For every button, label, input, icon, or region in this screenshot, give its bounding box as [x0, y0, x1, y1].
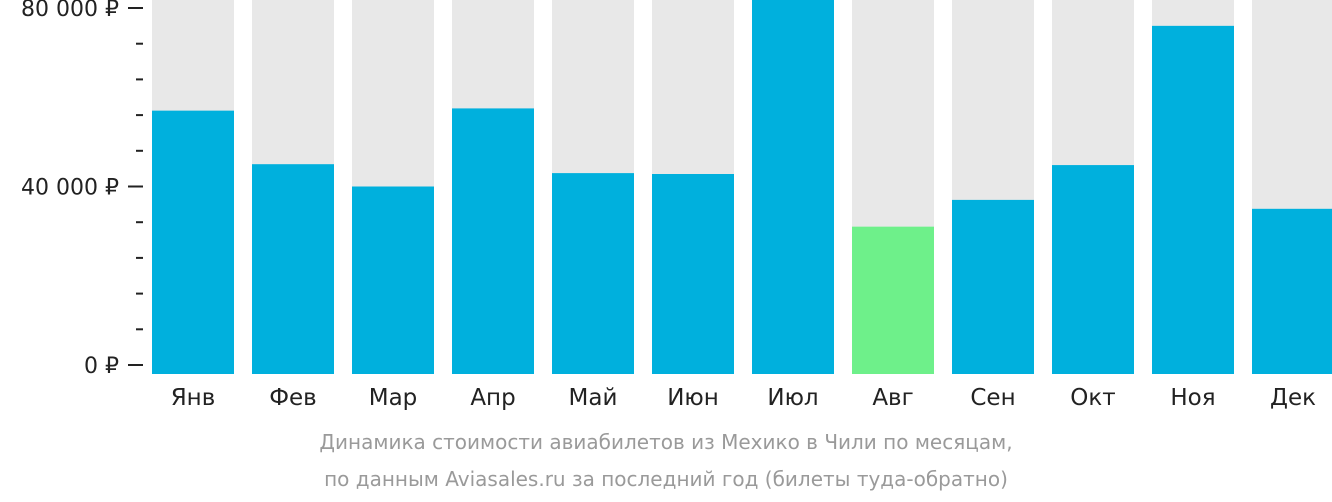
x-tick-label: Авг [872, 385, 913, 411]
bars [152, 0, 1332, 374]
bar-1 [152, 110, 234, 374]
bar-10 [1052, 165, 1134, 374]
bar-12 [1252, 208, 1332, 374]
bar-7 [752, 0, 834, 374]
bar-9 [952, 199, 1034, 374]
price-bar-chart: 0 ₽ 40 000 ₽ 80 000 ₽ Янв Фев Мар Апр Май Июн Ию… [21, 0, 1332, 411]
x-tick-label: Ноя [1170, 385, 1215, 411]
x-tick-label: Май [569, 385, 618, 411]
bar-5 [552, 173, 634, 374]
bar-4 [452, 108, 534, 374]
x-tick-label: Янв [171, 385, 216, 411]
chart-title: Динамика стоимости авиабилетов из Мехико… [319, 430, 1013, 454]
x-tick-label: Окт [1070, 385, 1115, 411]
x-tick-label: Июл [767, 385, 818, 411]
bar-3 [352, 186, 434, 374]
x-tick-label: Апр [470, 385, 515, 411]
y-tick-label: 0 ₽ [84, 354, 119, 379]
bar-11 [1152, 25, 1234, 374]
x-tick-label: Фев [269, 385, 317, 411]
x-axis: Янв Фев Мар Апр Май Июн Июл Авг Сен Окт Ноя Дек [171, 385, 1316, 411]
chart-subtitle: по данным Aviasales.ru за последний год … [324, 467, 1008, 491]
x-tick-label: Дек [1270, 385, 1316, 411]
x-tick-label: Сен [970, 385, 1015, 411]
y-tick-label: 80 000 ₽ [21, 0, 119, 22]
y-tick-label: 40 000 ₽ [21, 176, 119, 201]
bar-8 [852, 226, 934, 374]
bar-6 [652, 174, 734, 374]
x-tick-label: Мар [369, 385, 418, 411]
x-tick-label: Июн [667, 385, 719, 411]
bar-2 [252, 164, 334, 374]
y-axis: 0 ₽ 40 000 ₽ 80 000 ₽ [21, 0, 143, 379]
